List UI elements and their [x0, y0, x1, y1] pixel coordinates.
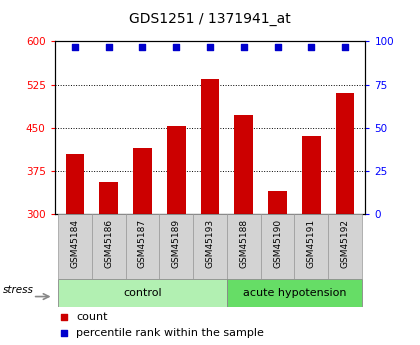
Text: GSM45192: GSM45192 — [341, 219, 349, 268]
Bar — [227, 279, 362, 307]
Bar — [92, 214, 126, 279]
Text: acute hypotension: acute hypotension — [243, 288, 346, 298]
Bar — [58, 214, 92, 279]
Point — [139, 45, 146, 50]
Text: percentile rank within the sample: percentile rank within the sample — [76, 328, 264, 338]
Text: GSM45189: GSM45189 — [172, 219, 181, 268]
Text: GSM45193: GSM45193 — [205, 219, 215, 268]
Bar — [167, 126, 186, 214]
Bar — [302, 136, 320, 214]
Point — [342, 45, 349, 50]
Text: GDS1251 / 1371941_at: GDS1251 / 1371941_at — [129, 12, 291, 26]
Text: stress: stress — [3, 285, 34, 295]
Text: GSM45188: GSM45188 — [239, 219, 248, 268]
Text: control: control — [123, 288, 162, 298]
Bar — [159, 214, 193, 279]
Point — [71, 45, 78, 50]
Text: GSM45186: GSM45186 — [104, 219, 113, 268]
Text: GSM45184: GSM45184 — [71, 219, 79, 268]
Bar — [336, 93, 354, 214]
Text: GSM45191: GSM45191 — [307, 219, 316, 268]
Bar — [100, 182, 118, 214]
Point — [60, 330, 67, 336]
Point — [60, 314, 67, 319]
Bar — [126, 214, 159, 279]
Bar — [193, 214, 227, 279]
Bar — [328, 214, 362, 279]
Text: GSM45190: GSM45190 — [273, 219, 282, 268]
Point — [308, 45, 315, 50]
Bar — [227, 214, 261, 279]
Bar — [201, 79, 219, 214]
Bar — [66, 154, 84, 214]
Bar — [268, 191, 287, 214]
Point — [274, 45, 281, 50]
Text: GSM45187: GSM45187 — [138, 219, 147, 268]
Bar — [294, 214, 328, 279]
Point — [173, 45, 180, 50]
Bar — [133, 148, 152, 214]
Point — [240, 45, 247, 50]
Point — [207, 45, 213, 50]
Bar — [261, 214, 294, 279]
Bar — [234, 115, 253, 214]
Text: count: count — [76, 312, 108, 322]
Bar — [58, 279, 227, 307]
Point — [105, 45, 112, 50]
